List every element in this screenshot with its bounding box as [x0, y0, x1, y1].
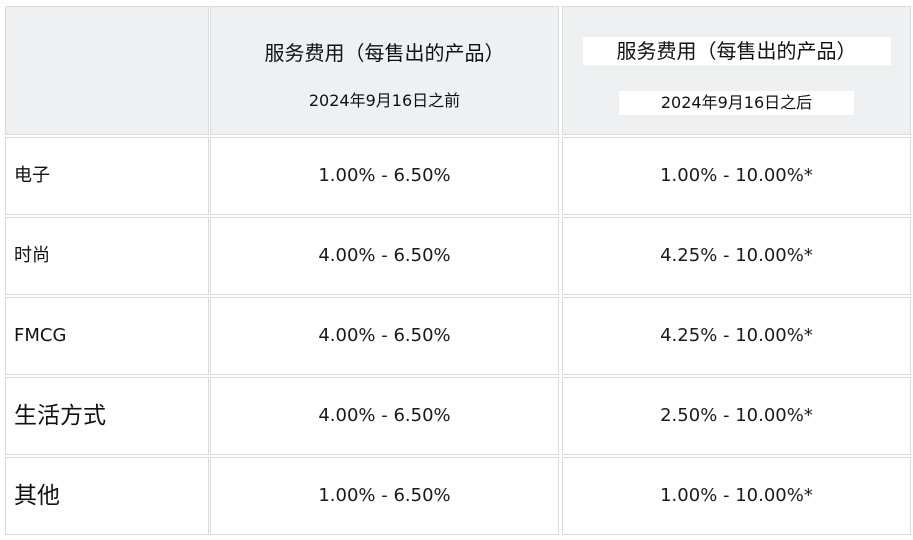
- fee-after-value: 2.50% - 10.00%*: [660, 405, 813, 426]
- fee-after-cell: 1.00% - 10.00%*: [562, 137, 911, 215]
- fee-after-cell: 2.50% - 10.00%*: [562, 377, 911, 455]
- fee-before-cell: 1.00% - 6.50%: [210, 457, 559, 535]
- table-row-label: FMCG: [5, 297, 209, 375]
- category-label: 其他: [14, 483, 60, 509]
- category-label: 电子: [14, 165, 50, 186]
- fee-after-cell: 4.25% - 10.00%*: [562, 297, 911, 375]
- header-after: 服务费用（每售出的产品） 2024年9月16日之后: [562, 6, 911, 135]
- fee-before-value: 1.00% - 6.50%: [318, 485, 451, 506]
- fee-before-value: 4.00% - 6.50%: [318, 325, 451, 346]
- fee-after-cell: 4.25% - 10.00%*: [562, 217, 911, 295]
- fee-after-value: 4.25% - 10.00%*: [660, 245, 813, 266]
- category-label: 时尚: [14, 245, 50, 266]
- fee-before-value: 4.00% - 6.50%: [318, 405, 451, 426]
- header-before-date: 2024年9月16日之前: [308, 90, 461, 110]
- fee-after-value: 1.00% - 10.00%*: [660, 485, 813, 506]
- table-row-label: 时尚: [5, 217, 209, 295]
- fee-after-value: 4.25% - 10.00%*: [660, 325, 813, 346]
- fee-before-cell: 1.00% - 6.50%: [210, 137, 559, 215]
- header-after-date: 2024年9月16日之后: [618, 90, 855, 115]
- fee-after-cell: 1.00% - 10.00%*: [562, 457, 911, 535]
- fee-before-cell: 4.00% - 6.50%: [210, 377, 559, 455]
- header-before: 服务费用（每售出的产品） 2024年9月16日之前: [210, 6, 559, 135]
- fee-before-value: 4.00% - 6.50%: [318, 245, 451, 266]
- header-before-title: 服务费用（每售出的产品）: [264, 40, 505, 65]
- table-row-label: 其他: [5, 457, 209, 535]
- fee-before-cell: 4.00% - 6.50%: [210, 297, 559, 375]
- fee-after-value: 1.00% - 10.00%*: [660, 165, 813, 186]
- category-label: FMCG: [14, 325, 67, 346]
- category-label: 生活方式: [14, 403, 106, 429]
- table-row-label: 电子: [5, 137, 209, 215]
- header-after-title: 服务费用（每售出的产品）: [582, 36, 891, 65]
- header-empty-cell: [5, 6, 209, 135]
- table-row-label: 生活方式: [5, 377, 209, 455]
- fee-before-value: 1.00% - 6.50%: [318, 165, 451, 186]
- fee-before-cell: 4.00% - 6.50%: [210, 217, 559, 295]
